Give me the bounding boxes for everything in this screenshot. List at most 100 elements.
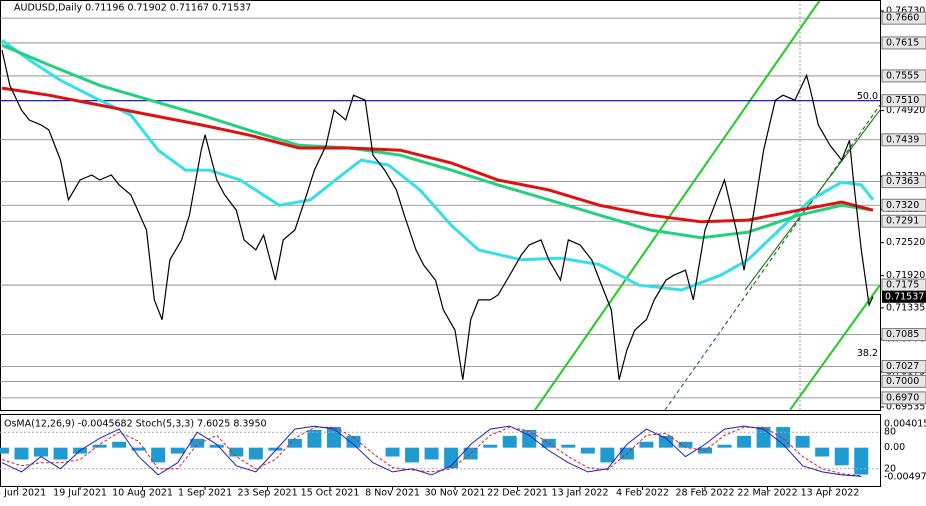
osma-bar [151,447,166,463]
level-label-box [881,360,926,374]
level-label: 0.7615 [886,37,919,48]
x-tick-label: 13 Jan 2022 [552,488,609,499]
y-tick-label: 0.74920 [886,105,925,116]
osma-bar [34,447,49,457]
series-line [1,43,874,240]
osma-bar [131,447,146,451]
osma-bar [678,441,693,448]
osma-bar [385,447,400,457]
x-tick-label: 8 Nov 2021 [365,488,420,499]
osma-bar [326,427,341,448]
y-tick-label: 0.72520 [886,237,925,248]
series-line [1,38,875,292]
osma-bar [248,447,263,460]
level-label: 0.6970 [886,392,919,403]
channel-line [789,284,881,411]
x-tick-label: 30 Nov 2021 [425,488,486,499]
osma-bar [287,438,302,448]
osma-bar [307,429,322,448]
stoch-line [1,426,862,477]
level-label: 0.7510 [886,95,919,106]
osma-bar [346,435,361,448]
stoch-tick-label: 20 [884,463,896,474]
channel-line [664,104,881,411]
level-label: 0.7555 [886,70,919,81]
level-label-box [881,133,926,147]
osma-bar [190,438,205,448]
level-label: 0.7085 [886,329,919,340]
osma-bar [0,447,9,454]
stoch-line [1,425,862,477]
y-tick-label: 0.69535 [886,401,925,412]
x-tick-label: 1 Sep 2021 [178,488,232,499]
level-label-box [881,69,926,83]
stoch-tick-label: 80 [884,427,896,438]
osma-bar [502,435,517,448]
level-label-box [881,11,926,25]
fib-label: 50.0 [857,91,878,102]
osma-bar [112,441,127,448]
osma-bar [170,447,185,454]
osma-bar [561,444,576,448]
x-tick-label: 13 Apr 2022 [801,488,860,499]
fib-label: 38.2 [857,348,878,359]
x-tick-label: 22 Mar 2022 [737,488,797,499]
y-tick-label: 0.76730 [886,6,925,17]
osma-bar [209,444,224,448]
osma-bar [444,447,459,469]
x-tick-label: 28 Feb 2022 [675,488,734,499]
osma-bar [405,447,420,463]
osma-bar [795,435,810,448]
osma-tick-label: 0.00 [884,442,905,453]
osma-bar [639,441,654,448]
osma-bar [776,427,791,448]
oscillator-title: OsMA(12,26,9) -0.0045682 Stoch(5,3,3) 7.… [4,419,267,430]
level-label-box [881,198,926,212]
level-label: 0.7660 [886,13,919,24]
level-label-box [881,175,926,189]
osma-bar [834,447,849,466]
osma-bar [14,447,29,460]
y-tick-label: 0.71335 [886,302,925,313]
osma-tick-label: 0.0040159 [884,419,926,430]
y-tick-label: 0.71920 [886,270,925,281]
x-tick-label: 22 Dec 2021 [487,488,548,499]
x-tick-label: 15 Oct 2021 [301,488,360,499]
level-label: 0.7000 [886,376,919,387]
osma-bar [854,447,869,475]
osma-bar [815,447,830,457]
osma-bar [463,447,478,460]
series-line [1,49,874,380]
series-line [1,86,874,224]
level-label: 0.7175 [886,280,919,291]
osma-bar [229,447,244,457]
osma-bar [600,447,615,463]
level-label-box [881,94,926,108]
level-label: 0.7439 [886,134,919,145]
last-price-label: 0.71537 [885,291,924,302]
osma-bar [658,435,673,448]
level-label-box [881,391,926,405]
osma-bar [268,447,283,451]
x-tick-label: 4 Feb 2022 [616,488,669,499]
level-label: 0.7363 [886,176,919,187]
level-label: 0.7291 [886,216,919,227]
osma-bar [522,429,537,448]
level-label-box [881,328,926,342]
osma-bar [737,435,752,448]
x-tick-label: 19 Jul 2021 [53,488,107,499]
chart-title: AUDUSD,Daily 0.71196 0.71902 0.71167 0.7… [14,3,251,14]
x-tick-label: 23 Sep 2021 [237,488,297,499]
level-label: 0.7027 [886,361,919,372]
osma-tick-label: -0.0049770 [884,471,926,482]
level-label-box [881,374,926,388]
last-price-box [882,290,926,303]
osma-bar [717,444,732,448]
osma-bar [580,447,595,454]
x-tick-label: 10 Aug 2021 [112,488,173,499]
osma-bar [424,447,439,460]
level-label: 0.7320 [886,200,919,211]
osma-bar [53,447,68,460]
